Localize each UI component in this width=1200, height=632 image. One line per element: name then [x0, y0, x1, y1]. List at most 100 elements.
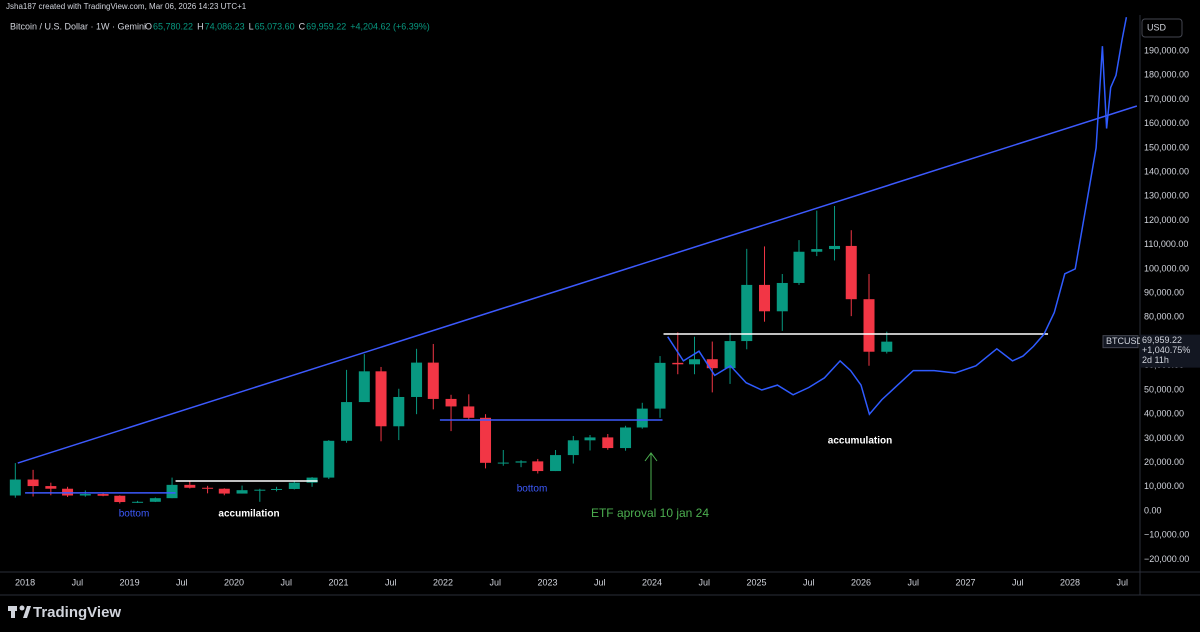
candle-body	[166, 484, 178, 499]
change: +4,204.62 (+6.39%)	[350, 21, 430, 31]
countdown: 2d 11h	[1142, 355, 1169, 365]
candle-body	[759, 284, 771, 312]
y-tick-label: 80,000.00	[1144, 312, 1184, 322]
y-tick-label: −20,000.00	[1144, 554, 1189, 564]
candle-body	[550, 455, 562, 472]
y-tick-label: 160,000.00	[1144, 118, 1189, 128]
x-tick-label: 2022	[433, 577, 453, 587]
projection-line	[667, 17, 1128, 416]
x-tick-label: Jul	[490, 577, 502, 587]
y-tick-label: 170,000.00	[1144, 94, 1189, 104]
currency-button[interactable]	[1141, 18, 1183, 38]
candle-body	[863, 299, 875, 352]
annotation: accumulation	[828, 436, 892, 447]
candle-body	[79, 494, 91, 496]
candle-body	[202, 487, 214, 489]
ohlc-value: 65,780.22	[153, 21, 193, 31]
x-tick-label: Jul	[281, 577, 293, 587]
y-tick-label: 20,000.00	[1144, 457, 1184, 467]
brand: TradingView	[33, 604, 121, 621]
x-tick-label: 2026	[851, 577, 871, 587]
y-tick-label: 10,000.00	[1144, 481, 1184, 491]
candle-body	[672, 362, 684, 365]
x-tick-label: Jul	[176, 577, 188, 587]
x-tick-label: 2018	[15, 577, 35, 587]
candle-body	[218, 488, 230, 494]
y-tick-label: 110,000.00	[1144, 239, 1188, 249]
candle-body	[602, 437, 614, 449]
plot-area	[9, 17, 1138, 504]
y-tick-label: 190,000.00	[1144, 45, 1189, 55]
x-tick-label: 2027	[955, 577, 975, 587]
brand-logo	[8, 605, 31, 618]
candle-body	[393, 396, 405, 427]
candle-body	[271, 488, 283, 490]
candle-body	[532, 461, 544, 472]
candle-body	[584, 437, 596, 441]
candle-body	[341, 402, 353, 441]
candle-body	[45, 486, 57, 489]
x-tick-label: 2025	[747, 577, 767, 587]
y-tick-label: −10,000.00	[1144, 530, 1189, 540]
x-tick-label: 2024	[642, 577, 662, 587]
candle-body	[323, 440, 335, 478]
x-tick-label: Jul	[594, 577, 606, 587]
x-tick-label: Jul	[385, 577, 397, 587]
candle-body	[480, 417, 492, 463]
candle-body	[306, 477, 318, 483]
y-tick-label: 140,000.00	[1144, 166, 1189, 176]
y-tick-label: 100,000.00	[1144, 263, 1189, 273]
ohlc-prefix: H	[197, 21, 204, 31]
candle-body	[567, 440, 579, 456]
candle-body	[845, 245, 857, 300]
candle-body	[9, 479, 21, 496]
candle-body	[724, 341, 736, 369]
etf-arrow-head	[644, 452, 658, 462]
x-tick-label: 2020	[224, 577, 244, 587]
symbol-tag-box	[1102, 335, 1139, 349]
candle-body	[445, 398, 457, 407]
symbol: Bitcoin / U.S. Dollar · 1W · Gemini	[10, 21, 146, 31]
candle-body	[97, 494, 109, 496]
candle-body	[236, 490, 248, 494]
x-tick-label: 2023	[538, 577, 558, 587]
candle-body	[793, 251, 805, 283]
candle-body	[811, 249, 823, 252]
currency[interactable]: USD	[1147, 22, 1167, 32]
candle-body	[654, 362, 666, 409]
candle-body	[706, 359, 718, 369]
y-tick-label: 40,000.00	[1144, 409, 1184, 419]
ohlc-value: 74,086.23	[205, 21, 245, 31]
candle-body	[741, 284, 753, 342]
trend-line	[17, 105, 1138, 464]
candle-body	[689, 359, 701, 365]
candle-body	[114, 495, 126, 503]
y-tick-label: 130,000.00	[1144, 191, 1189, 201]
x-tick-label: 2028	[1060, 577, 1080, 587]
candle-body	[27, 479, 39, 487]
x-tick-label: Jul	[1012, 577, 1024, 587]
y-tick-label: 90,000.00	[1144, 288, 1184, 298]
annotation: accumilation	[218, 509, 279, 520]
x-tick-label: Jul	[1116, 577, 1128, 587]
ohlc-prefix: C	[299, 21, 306, 31]
ohlc-prefix: O	[145, 21, 152, 31]
last-price: 69,959.22	[1142, 335, 1182, 345]
x-tick-label: 2021	[329, 577, 349, 587]
candle-body	[149, 498, 161, 502]
y-tick-label: 0.00	[1144, 505, 1162, 515]
x-tick-label: Jul	[699, 577, 711, 587]
candle-body	[411, 362, 423, 397]
candle-body	[427, 362, 439, 399]
candle-body	[375, 371, 387, 427]
price-tag-box	[1140, 334, 1200, 368]
candle-body	[881, 341, 893, 352]
annotation: ETF aproval 10 jan 24	[591, 506, 709, 520]
annotation: bottom	[119, 509, 150, 520]
annotation: bottom	[517, 484, 548, 495]
x-tick-label: 2019	[120, 577, 140, 587]
ohlc-value: 69,959.22	[306, 21, 346, 31]
